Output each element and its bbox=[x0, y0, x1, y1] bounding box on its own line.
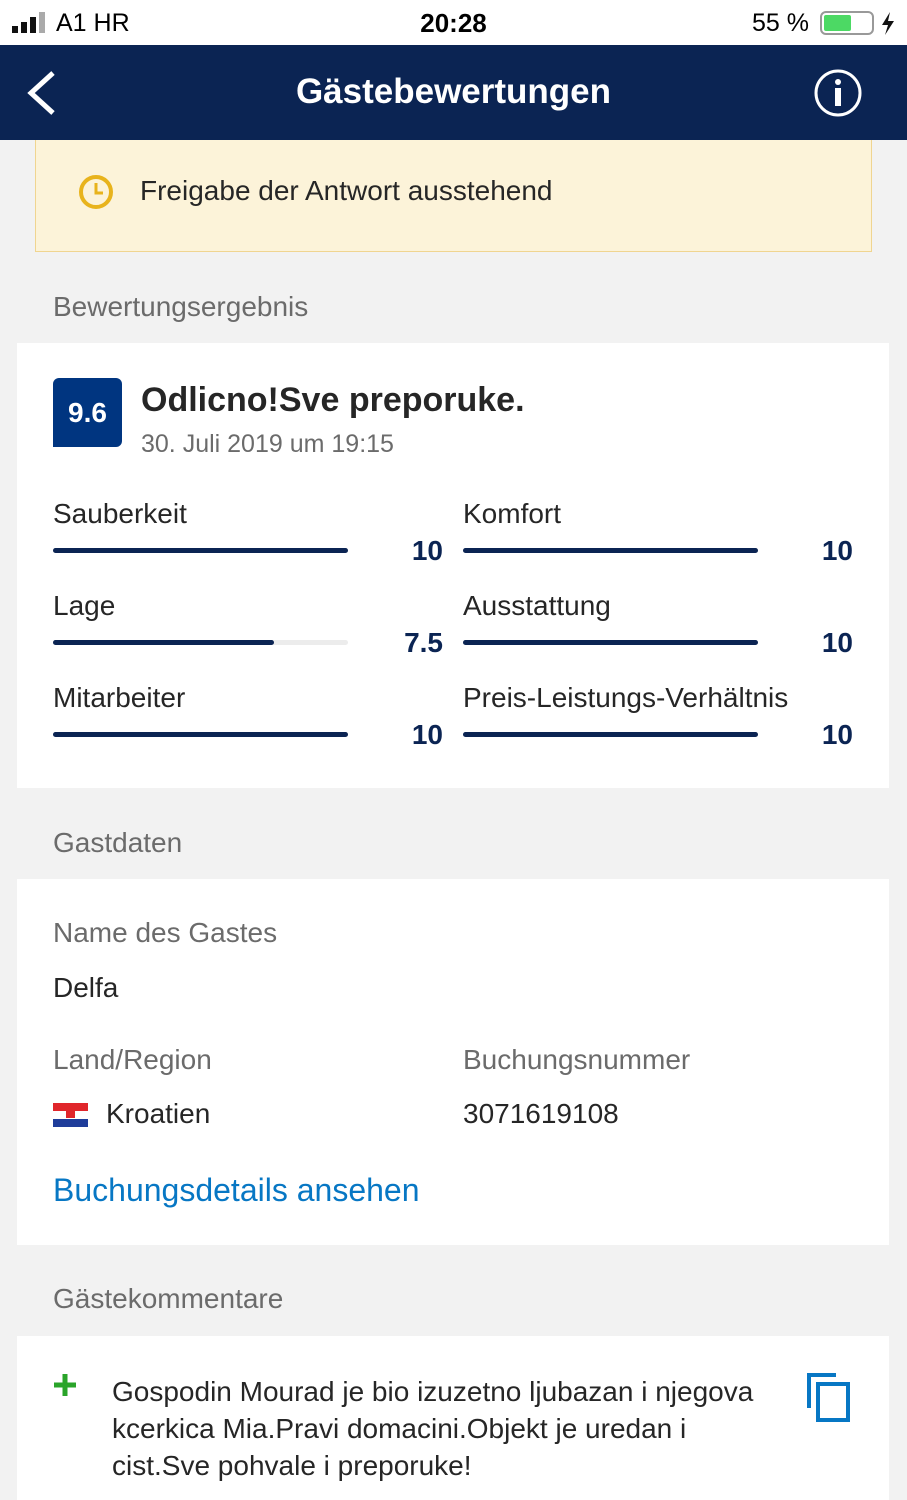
section-label: Gästekommentare bbox=[53, 1283, 284, 1314]
review-date: 30. Juli 2019 um 19:15 bbox=[141, 430, 394, 458]
info-button[interactable] bbox=[813, 68, 863, 118]
guest-card bbox=[17, 879, 889, 1245]
rating-bar bbox=[53, 640, 275, 645]
rating-value: 7.5 bbox=[404, 627, 443, 658]
field-label: Buchungsnummer bbox=[463, 1044, 691, 1075]
rating-bar bbox=[463, 640, 758, 645]
section-label: Gastdaten bbox=[53, 827, 183, 858]
flag-icon bbox=[53, 1103, 88, 1127]
field-label: Name des Gastes bbox=[53, 917, 278, 948]
section-label: Bewertungsergebnis bbox=[53, 291, 309, 322]
copy-button[interactable] bbox=[806, 1372, 852, 1424]
clock-icon bbox=[79, 175, 113, 209]
pending-banner bbox=[35, 140, 872, 252]
rating-value: 10 bbox=[821, 719, 853, 750]
comment-text: Gospodin Mourad je bio izuzetno ljubazan… bbox=[112, 1376, 754, 1481]
rating-name: Komfort bbox=[463, 498, 562, 529]
signal-icon bbox=[12, 12, 45, 33]
rating-value: 10 bbox=[821, 535, 853, 566]
rating-value: 10 bbox=[411, 719, 443, 750]
booking-number: 3071619108 bbox=[463, 1098, 619, 1129]
rating-name: Sauberkeit bbox=[53, 498, 187, 529]
nav-bar bbox=[0, 45, 907, 140]
comment-card bbox=[17, 1336, 889, 1500]
rating-bar bbox=[53, 548, 348, 553]
rating-name: Mitarbeiter bbox=[53, 682, 186, 713]
banner-text: Freigabe der Antwort ausstehend bbox=[140, 175, 553, 206]
booking-link[interactable]: Buchungsdetails ansehen bbox=[53, 1172, 420, 1208]
rating-name: Ausstattung bbox=[463, 590, 611, 621]
guest-name: Delfa bbox=[53, 972, 119, 1003]
review-title: Odlicno!Sve preporuke. bbox=[141, 381, 525, 419]
rating-bar bbox=[463, 732, 758, 737]
rating-value: 10 bbox=[821, 627, 853, 658]
rating-name: Preis-Leistungs-Verhältnis bbox=[463, 682, 789, 713]
rating-value: 10 bbox=[411, 535, 443, 566]
plus-icon bbox=[54, 1374, 76, 1396]
nav-title: Gästebewertungen bbox=[295, 72, 612, 111]
back-button[interactable] bbox=[25, 70, 61, 116]
rating-bar bbox=[53, 732, 348, 737]
score-badge: 9.6 bbox=[53, 378, 122, 447]
battery-icon bbox=[820, 11, 894, 35]
rating-name: Lage bbox=[53, 590, 116, 621]
rating-card bbox=[17, 343, 889, 788]
rating-bar bbox=[463, 548, 758, 553]
status-bar bbox=[0, 0, 907, 45]
country: Kroatien bbox=[106, 1098, 211, 1129]
carrier: A1 HR bbox=[56, 9, 130, 37]
battery-text: 55 % bbox=[752, 9, 809, 37]
field-label: Land/Region bbox=[53, 1044, 212, 1075]
clock: 20:28 bbox=[420, 8, 487, 38]
